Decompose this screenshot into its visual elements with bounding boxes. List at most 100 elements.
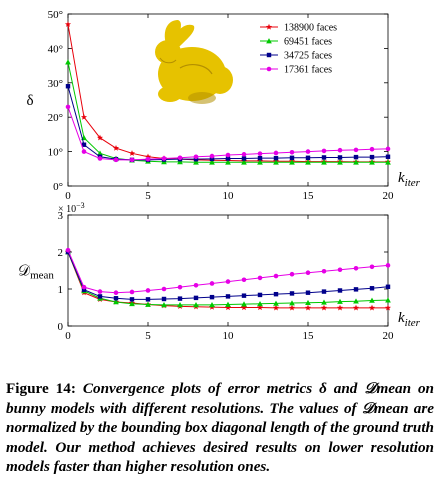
data-point: [209, 153, 215, 159]
data-point: [177, 284, 183, 290]
y-tick-label: 30°: [48, 78, 63, 90]
data-point: [336, 304, 344, 311]
data-point: [97, 289, 103, 294]
data-point: [353, 159, 359, 165]
data-point: [64, 21, 72, 27]
bunny-ear: [172, 24, 195, 48]
data-point: [321, 268, 327, 274]
data-point: [337, 298, 343, 304]
data-point: [289, 155, 295, 161]
y-axis-label: δ: [26, 93, 33, 109]
data-point: [384, 304, 392, 311]
data-point: [225, 294, 231, 299]
data-point: [337, 159, 343, 165]
data-point: [369, 159, 375, 165]
data-point: [177, 296, 183, 301]
data-point: [305, 290, 311, 295]
data-point: [209, 294, 215, 300]
data-point: [129, 297, 135, 302]
data-point: [145, 156, 151, 162]
data-point: [129, 289, 135, 295]
legend-label: 69451 faces: [284, 37, 332, 48]
bunny-contour: [179, 64, 213, 75]
legend-marker: [266, 52, 272, 58]
data-point: [273, 155, 279, 161]
data-point: [81, 287, 87, 292]
data-point: [337, 267, 343, 273]
data-point: [241, 156, 247, 161]
data-point: [209, 281, 215, 286]
data-point: [97, 294, 103, 299]
data-point: [113, 290, 119, 296]
data-point: [353, 265, 359, 271]
data-point: [241, 152, 247, 157]
bunny-head: [155, 40, 181, 64]
data-point: [273, 273, 279, 279]
data-point: [161, 296, 167, 302]
x-tick-label: 15: [303, 190, 315, 202]
data-point: [145, 288, 151, 293]
data-point: [289, 271, 295, 277]
y-tick-label: 50°: [48, 9, 63, 21]
data-point: [225, 156, 231, 161]
data-point: [273, 291, 279, 297]
y-scale-label: × 10−3: [58, 201, 85, 215]
series-3: [65, 104, 391, 163]
series-line: [67, 24, 388, 163]
series-3: [65, 247, 391, 296]
data-point: [65, 104, 71, 110]
y-axis-label: 𝒟mean: [18, 264, 54, 282]
y-tick-label: 20°: [48, 112, 63, 124]
data-point: [193, 154, 199, 160]
data-point: [385, 154, 391, 159]
data-point: [65, 59, 71, 65]
x-tick-label: 20: [383, 190, 395, 202]
data-point: [289, 149, 295, 155]
x-axis-label: kiter: [398, 310, 421, 329]
data-point: [112, 144, 120, 151]
x-tick-label: 5: [145, 190, 151, 202]
data-point: [320, 304, 328, 311]
y-tick-label: 1: [58, 284, 64, 296]
y-tick-label: 40°: [48, 43, 63, 55]
data-point: [273, 150, 279, 156]
data-point: [385, 297, 391, 303]
data-point: [129, 157, 135, 163]
data-point: [65, 247, 71, 253]
y-tick-label: 2: [58, 247, 64, 259]
data-point: [273, 300, 279, 306]
data-point: [353, 287, 359, 292]
data-point: [97, 156, 103, 161]
data-point: [369, 154, 375, 160]
data-point: [224, 304, 232, 311]
data-point: [337, 155, 343, 160]
data-point: [241, 159, 247, 165]
x-tick-label: 5: [145, 330, 151, 342]
data-point: [321, 155, 327, 160]
data-point: [305, 270, 311, 276]
data-point: [177, 302, 183, 308]
data-point: [385, 159, 391, 165]
data-point: [81, 284, 87, 290]
data-point: [273, 159, 279, 165]
data-point: [193, 156, 199, 162]
data-point: [369, 297, 375, 303]
data-point: [353, 147, 359, 153]
caption-text: Convergence plots of error metrics δ and…: [6, 380, 434, 476]
data-point: [368, 304, 376, 311]
legend-marker: [266, 38, 272, 44]
data-point: [193, 283, 199, 288]
data-point: [144, 153, 152, 160]
data-point: [288, 304, 296, 311]
data-point: [113, 296, 119, 301]
data-point: [289, 159, 295, 165]
bunny-shadow: [188, 92, 216, 104]
y-tick-label: 3: [58, 210, 64, 222]
data-point: [369, 146, 375, 152]
data-point: [145, 297, 151, 302]
bunny-contour: [159, 57, 177, 64]
data-point: [272, 304, 280, 311]
data-point: [128, 150, 136, 156]
data-point: [305, 155, 311, 161]
